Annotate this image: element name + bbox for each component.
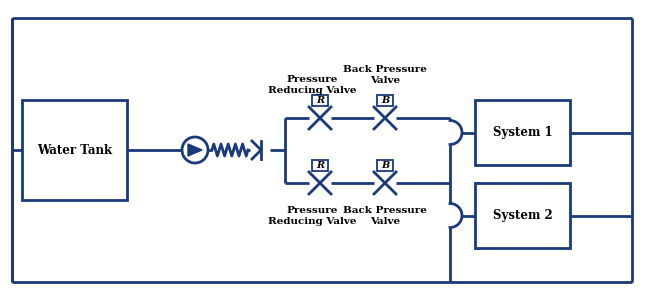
Bar (377, 160, 393, 171)
Bar (22, 100, 127, 200)
Bar (475, 183, 570, 248)
Bar (312, 160, 328, 171)
Text: R: R (316, 96, 324, 105)
Polygon shape (188, 144, 202, 156)
Text: Back Pressure
Valve: Back Pressure Valve (343, 206, 427, 226)
Text: System 1: System 1 (493, 126, 552, 139)
Bar (475, 100, 570, 165)
Text: Back Pressure
Valve: Back Pressure Valve (343, 65, 427, 85)
Bar (312, 95, 328, 106)
Bar (377, 95, 393, 106)
Text: R: R (316, 161, 324, 170)
Text: Pressure
Reducing Valve: Pressure Reducing Valve (268, 206, 356, 226)
Text: Water Tank: Water Tank (37, 143, 112, 157)
Text: B: B (381, 96, 389, 105)
Text: System 2: System 2 (493, 209, 552, 222)
Text: Pressure
Reducing Valve: Pressure Reducing Valve (268, 75, 356, 95)
Text: B: B (381, 161, 389, 170)
